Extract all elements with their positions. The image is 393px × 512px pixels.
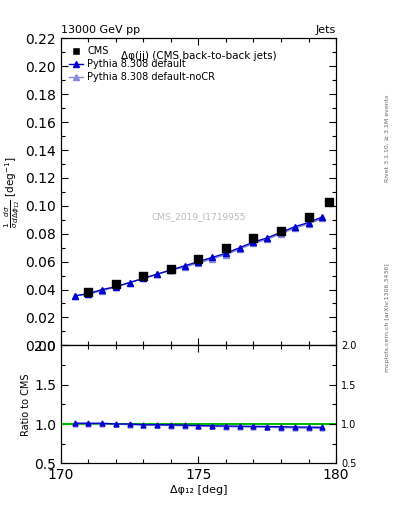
Text: Jets: Jets [316, 25, 336, 35]
Point [195, 255, 202, 263]
Text: CMS_2019_I1719955: CMS_2019_I1719955 [151, 212, 246, 221]
Point [223, 244, 229, 252]
Point [278, 227, 284, 235]
Text: Δφ(jj) (CMS back-to-back jets): Δφ(jj) (CMS back-to-back jets) [121, 51, 276, 61]
Point [326, 198, 332, 206]
Point [113, 280, 119, 288]
Point [168, 265, 174, 273]
Text: 13000 GeV pp: 13000 GeV pp [61, 25, 140, 35]
Y-axis label: $\frac{1}{\sigma}\frac{d\sigma}{d\Delta\phi_{12}}$ [deg$^{-1}$]: $\frac{1}{\sigma}\frac{d\sigma}{d\Delta\… [3, 156, 22, 228]
Y-axis label: Ratio to CMS: Ratio to CMS [21, 373, 31, 436]
X-axis label: Δφ₁₂ [deg]: Δφ₁₂ [deg] [170, 485, 227, 495]
Point [250, 234, 257, 242]
Point [305, 213, 312, 221]
Point [85, 288, 92, 296]
Text: Rivet 3.1.10, ≥ 3.1M events: Rivet 3.1.10, ≥ 3.1M events [385, 95, 389, 182]
Text: mcplots.cern.ch [arXiv:1306.3436]: mcplots.cern.ch [arXiv:1306.3436] [385, 263, 389, 372]
Legend: CMS, Pythia 8.308 default, Pythia 8.308 default-noCR: CMS, Pythia 8.308 default, Pythia 8.308 … [66, 43, 218, 85]
Point [140, 271, 147, 280]
